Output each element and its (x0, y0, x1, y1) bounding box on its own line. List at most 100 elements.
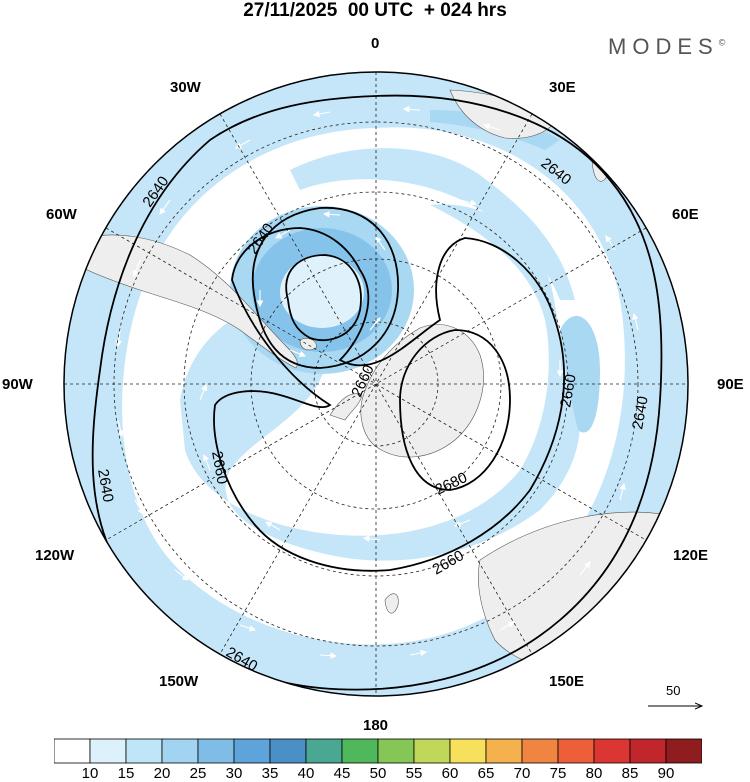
colorbar-swatch (161, 738, 199, 764)
lon-label-120e: 120E (673, 547, 709, 564)
lon-label-150w: 150W (159, 673, 199, 690)
colorbar-tick-label: 60 (441, 765, 459, 782)
wind-arrow (619, 482, 626, 501)
shade-mid-band (180, 204, 580, 561)
colorbar (54, 738, 702, 764)
wind-arrow (117, 419, 124, 438)
colorbar-swatch (305, 738, 343, 764)
wind-arrow (439, 289, 453, 301)
wind-arrow (159, 199, 171, 215)
copyright-mark: © (718, 37, 726, 48)
colorbar-swatch (125, 738, 163, 764)
wind-arrow (402, 106, 421, 113)
lon-label-0: 0 (371, 35, 380, 52)
wind-arrow (362, 535, 381, 542)
colorbar-tick-label: 15 (117, 765, 135, 782)
wind-arrow (459, 199, 478, 206)
lon-label-90e: 90E (717, 376, 744, 393)
meridian-30w-150e (219, 113, 533, 655)
wind-arrow (202, 453, 211, 471)
colorbar-swatch (233, 738, 271, 764)
colorbar-tick-label: 65 (477, 765, 495, 782)
wind-arrow (115, 329, 122, 348)
colorbar-tick-label: 30 (225, 765, 243, 782)
contour-label: 2640 (629, 395, 652, 431)
wind-arrow (579, 561, 591, 576)
contour-2680 (399, 329, 511, 491)
antarctica (360, 324, 484, 458)
colorbar-swatch (557, 738, 595, 764)
new-zealand (384, 593, 399, 614)
colorbar-tick-label: 40 (297, 765, 315, 782)
wind-arrow (312, 110, 331, 118)
lon-label-30w: 30W (170, 79, 201, 96)
south-america (71, 234, 298, 369)
shade-jet-core-east (560, 315, 600, 433)
wind-arrow (369, 317, 381, 331)
colorbar-swatch (665, 738, 702, 764)
shade-vortex-inner (280, 256, 364, 328)
meridian-60e-120w (105, 227, 647, 541)
wind-arrow (174, 569, 189, 581)
map-title: 27/11/2025 00 UTC + 024 hrs (243, 0, 507, 21)
wind-arrow (632, 312, 639, 331)
contour-low-inner (285, 254, 362, 342)
wind-arrow (531, 419, 541, 435)
wind-arrow (322, 211, 341, 218)
colorbar-swatch (521, 738, 559, 764)
colorbar-swatch (413, 738, 451, 764)
lon-label-30e: 30E (549, 79, 576, 96)
graticule (64, 72, 688, 696)
map-disc (64, 72, 688, 696)
wind-arrow (134, 499, 144, 515)
colorbar-tick-label: 70 (513, 765, 531, 782)
meridian-30e-150w (219, 113, 533, 655)
meridian-60w-120e (105, 227, 647, 541)
lon-label-120w: 120W (35, 547, 75, 564)
wind-arrow (375, 236, 386, 251)
wind-arrow (556, 169, 571, 181)
colorbar-swatch (629, 738, 667, 764)
wind-arrow (409, 649, 428, 657)
map-border (63, 71, 689, 697)
colorbar-tick-label: 45 (333, 765, 351, 782)
reference-vector-label: 50 (666, 683, 681, 698)
wind-arrow (239, 624, 257, 632)
wind-arrow (132, 259, 141, 278)
brand-text: MODES (608, 34, 719, 59)
wind-arrow (235, 139, 251, 149)
colorbar-tick-label: 90 (657, 765, 675, 782)
colorbar-tick-label: 35 (261, 765, 279, 782)
wind-arrow (482, 123, 501, 131)
colorbar-swatch (485, 738, 523, 764)
contour-label: 2660 (557, 373, 580, 409)
wind-arrow (519, 299, 528, 318)
contour-label: 2660 (208, 450, 231, 486)
colorbar-swatch (449, 738, 487, 764)
colorbar-swatch (593, 738, 631, 764)
wind-arrow (499, 621, 515, 631)
lon-label-150e: 150E (549, 673, 585, 690)
contour-label: 2640 (94, 468, 117, 504)
wind-arrow (199, 383, 208, 401)
antarctic-peninsula (329, 393, 363, 421)
modes-logo: MODES© (608, 34, 725, 60)
colorbar-tick-label: 80 (585, 765, 603, 782)
wind-arrow (605, 235, 616, 251)
contour-2660 (213, 227, 565, 572)
lon-label-180: 180 (363, 717, 389, 734)
colorbar-swatch (341, 738, 379, 764)
colorbar-tick-label: 75 (549, 765, 567, 782)
contour-2640-low (251, 207, 399, 369)
wind-arrow (265, 521, 281, 531)
lon-label-90w: 90W (2, 376, 33, 393)
colorbar-swatch (197, 738, 235, 764)
colorbar-tick-label: 20 (153, 765, 171, 782)
colorbar-swatch (89, 738, 127, 764)
colorbar-swatch (269, 738, 307, 764)
lon-label-60e: 60E (672, 206, 699, 223)
height-contours (91, 94, 663, 691)
colorbar-swatch (377, 738, 415, 764)
wind-arrow (319, 652, 338, 659)
